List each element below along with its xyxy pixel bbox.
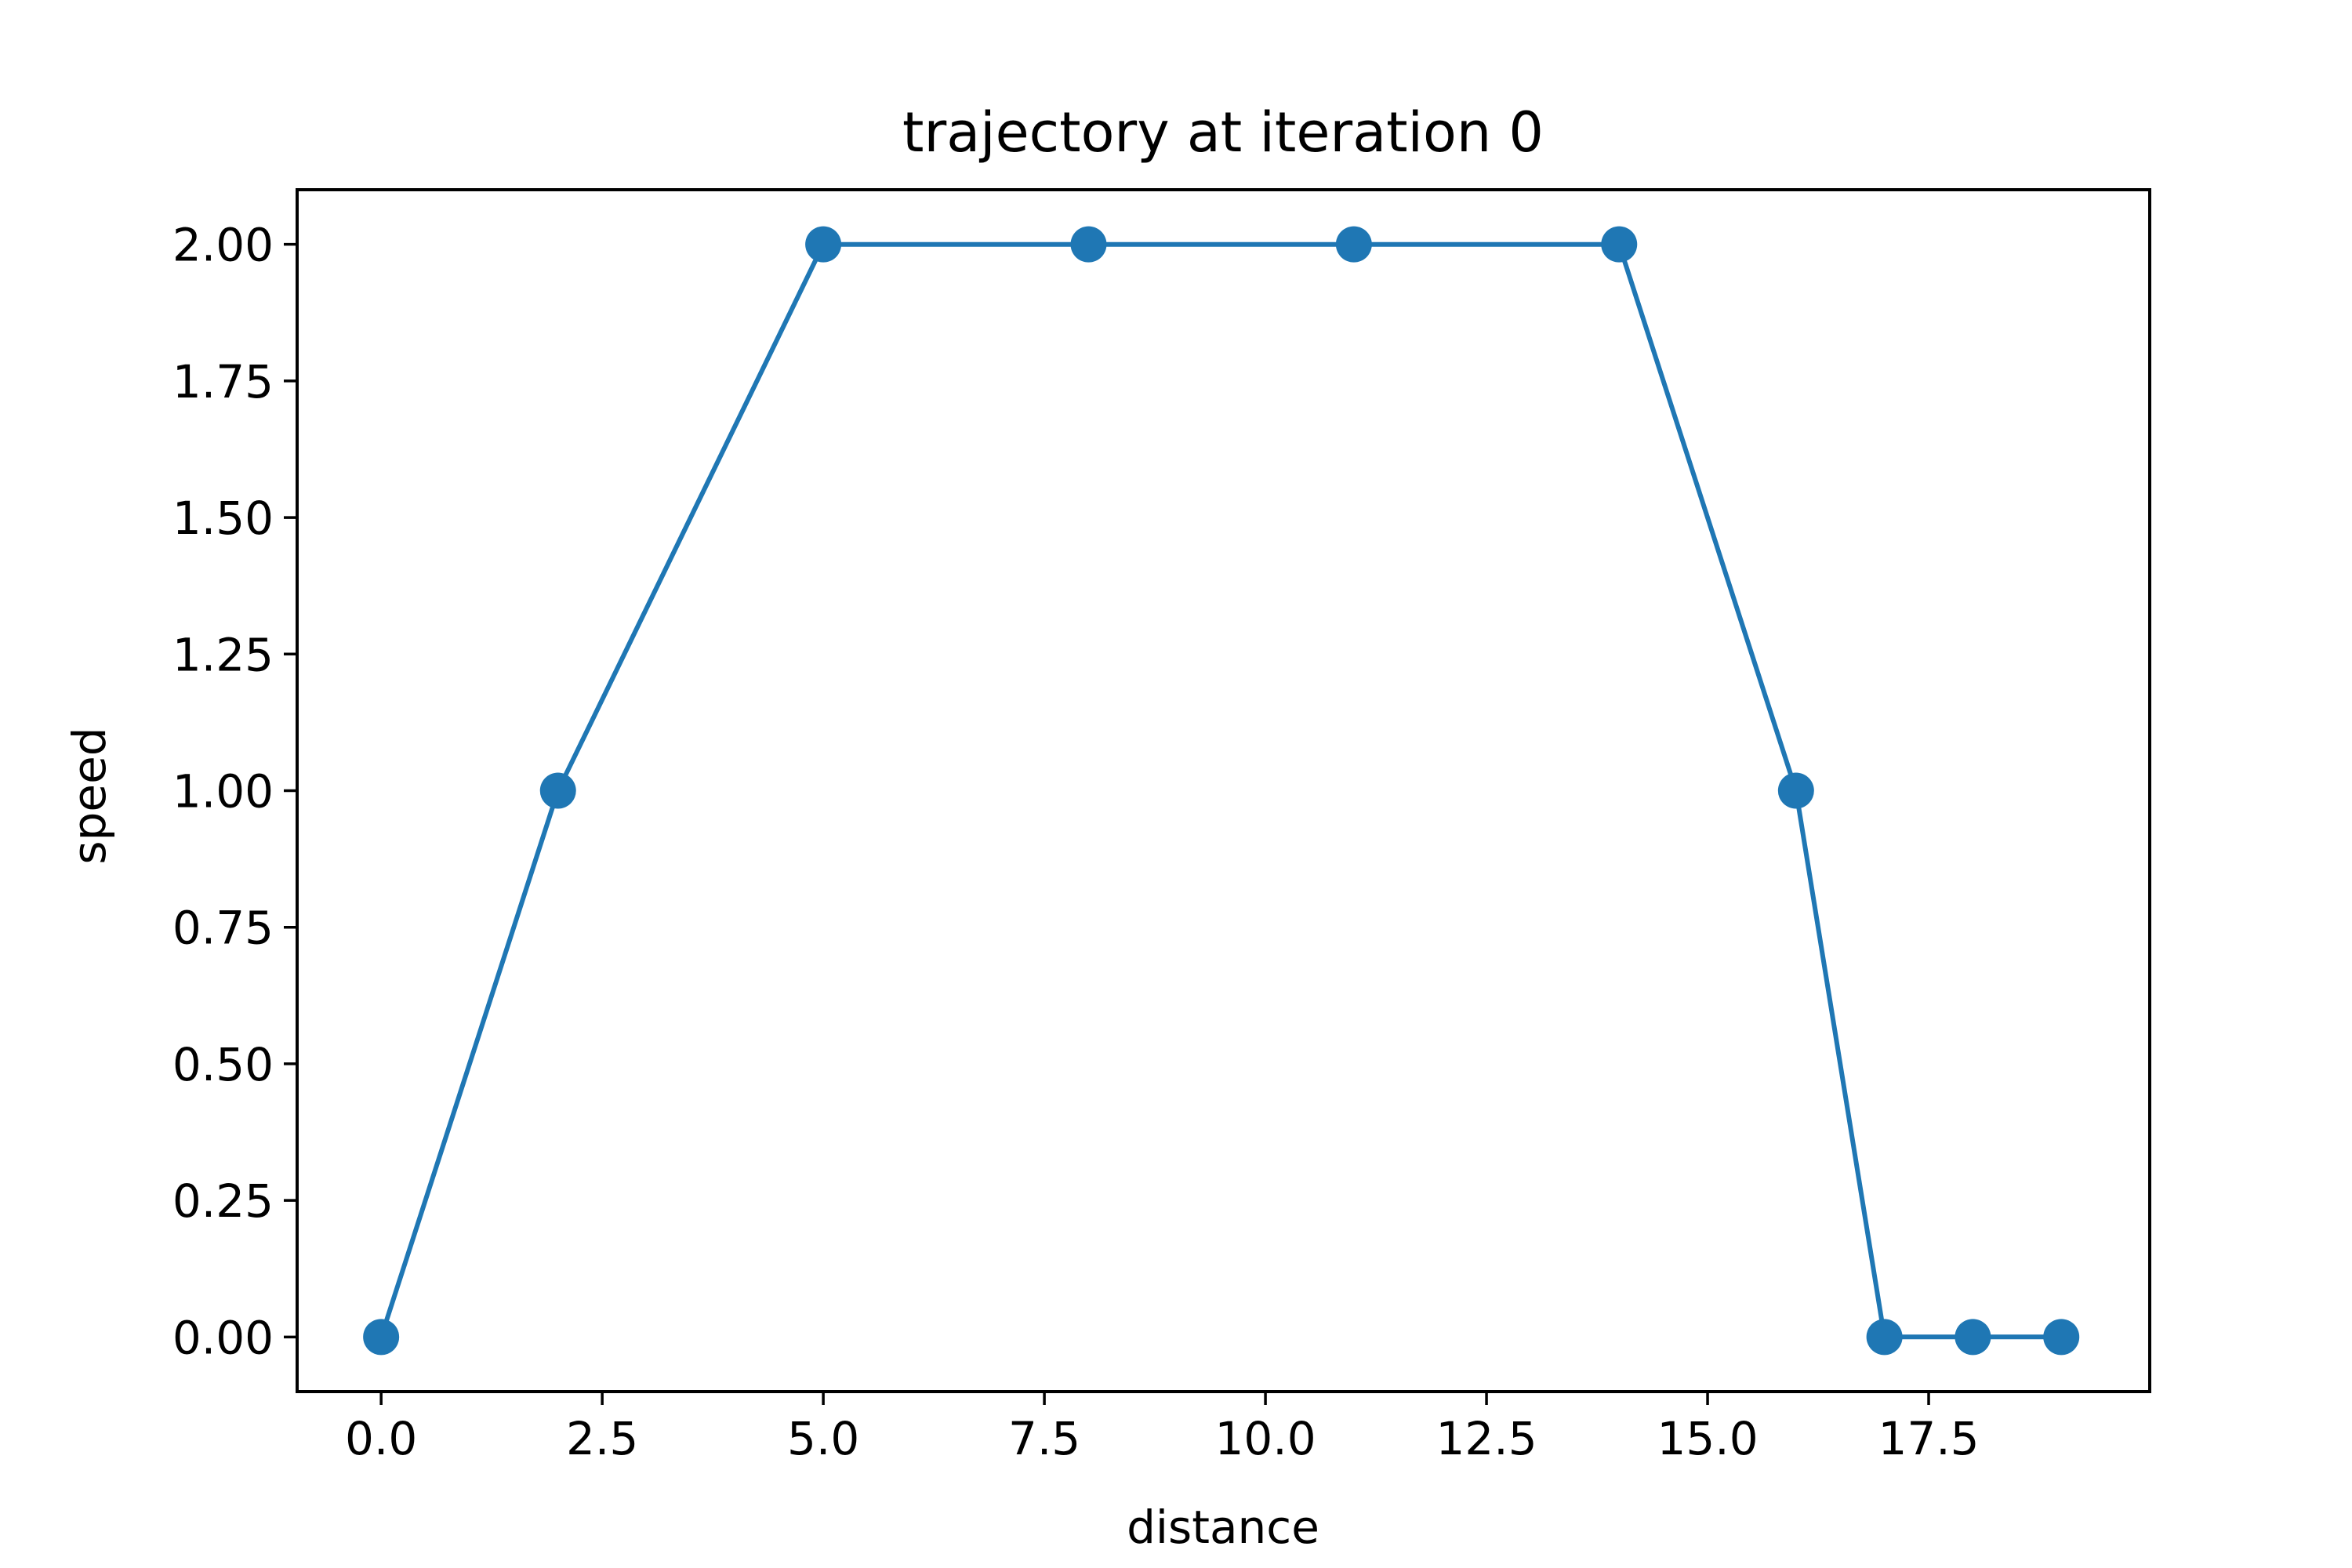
y-tick-label: 1.00 [172, 765, 274, 818]
x-tick-label: 2.5 [566, 1412, 638, 1465]
y-tick-label: 0.00 [172, 1311, 274, 1364]
data-point [1070, 226, 1107, 263]
y-tick-label: 1.50 [172, 492, 274, 545]
series-line [379, 241, 2062, 1340]
data-point [2043, 1319, 2080, 1356]
data-point [1777, 772, 1814, 809]
x-axis-label: distance [1127, 1501, 1319, 1554]
x-tick-label: 15.0 [1657, 1412, 1758, 1465]
y-tick-label: 0.25 [172, 1174, 274, 1228]
y-axis-label: speed [63, 727, 116, 864]
y-axis: 0.00 0.25 0.50 0.75 1.00 1.25 1.50 1.75 2.00 [172, 219, 297, 1364]
data-point [1335, 226, 1372, 263]
data-point [1955, 1319, 1991, 1356]
data-point [1866, 1319, 1903, 1356]
y-tick-label: 2.00 [172, 219, 274, 272]
data-point [363, 1319, 400, 1356]
data-point [805, 226, 842, 263]
x-tick-label: 12.5 [1436, 1412, 1537, 1465]
x-tick-label: 5.0 [787, 1412, 859, 1465]
series-layer [363, 226, 2080, 1356]
x-tick-label: 7.5 [1008, 1412, 1080, 1465]
chart-title: trajectory at iteration 0 [902, 100, 1544, 165]
x-tick-label: 0.0 [345, 1412, 417, 1465]
x-tick-label: 17.5 [1878, 1412, 1979, 1465]
data-point [1601, 226, 1638, 263]
y-tick-label: 0.50 [172, 1038, 274, 1091]
y-tick-label: 0.75 [172, 902, 274, 955]
x-axis: 0.0 2.5 5.0 7.5 10.0 12.5 15.0 17.5 [345, 1392, 1980, 1465]
y-tick-label: 1.75 [172, 355, 274, 408]
y-tick-label: 1.25 [172, 628, 274, 681]
data-point [539, 772, 576, 809]
x-tick-label: 10.0 [1215, 1412, 1316, 1465]
